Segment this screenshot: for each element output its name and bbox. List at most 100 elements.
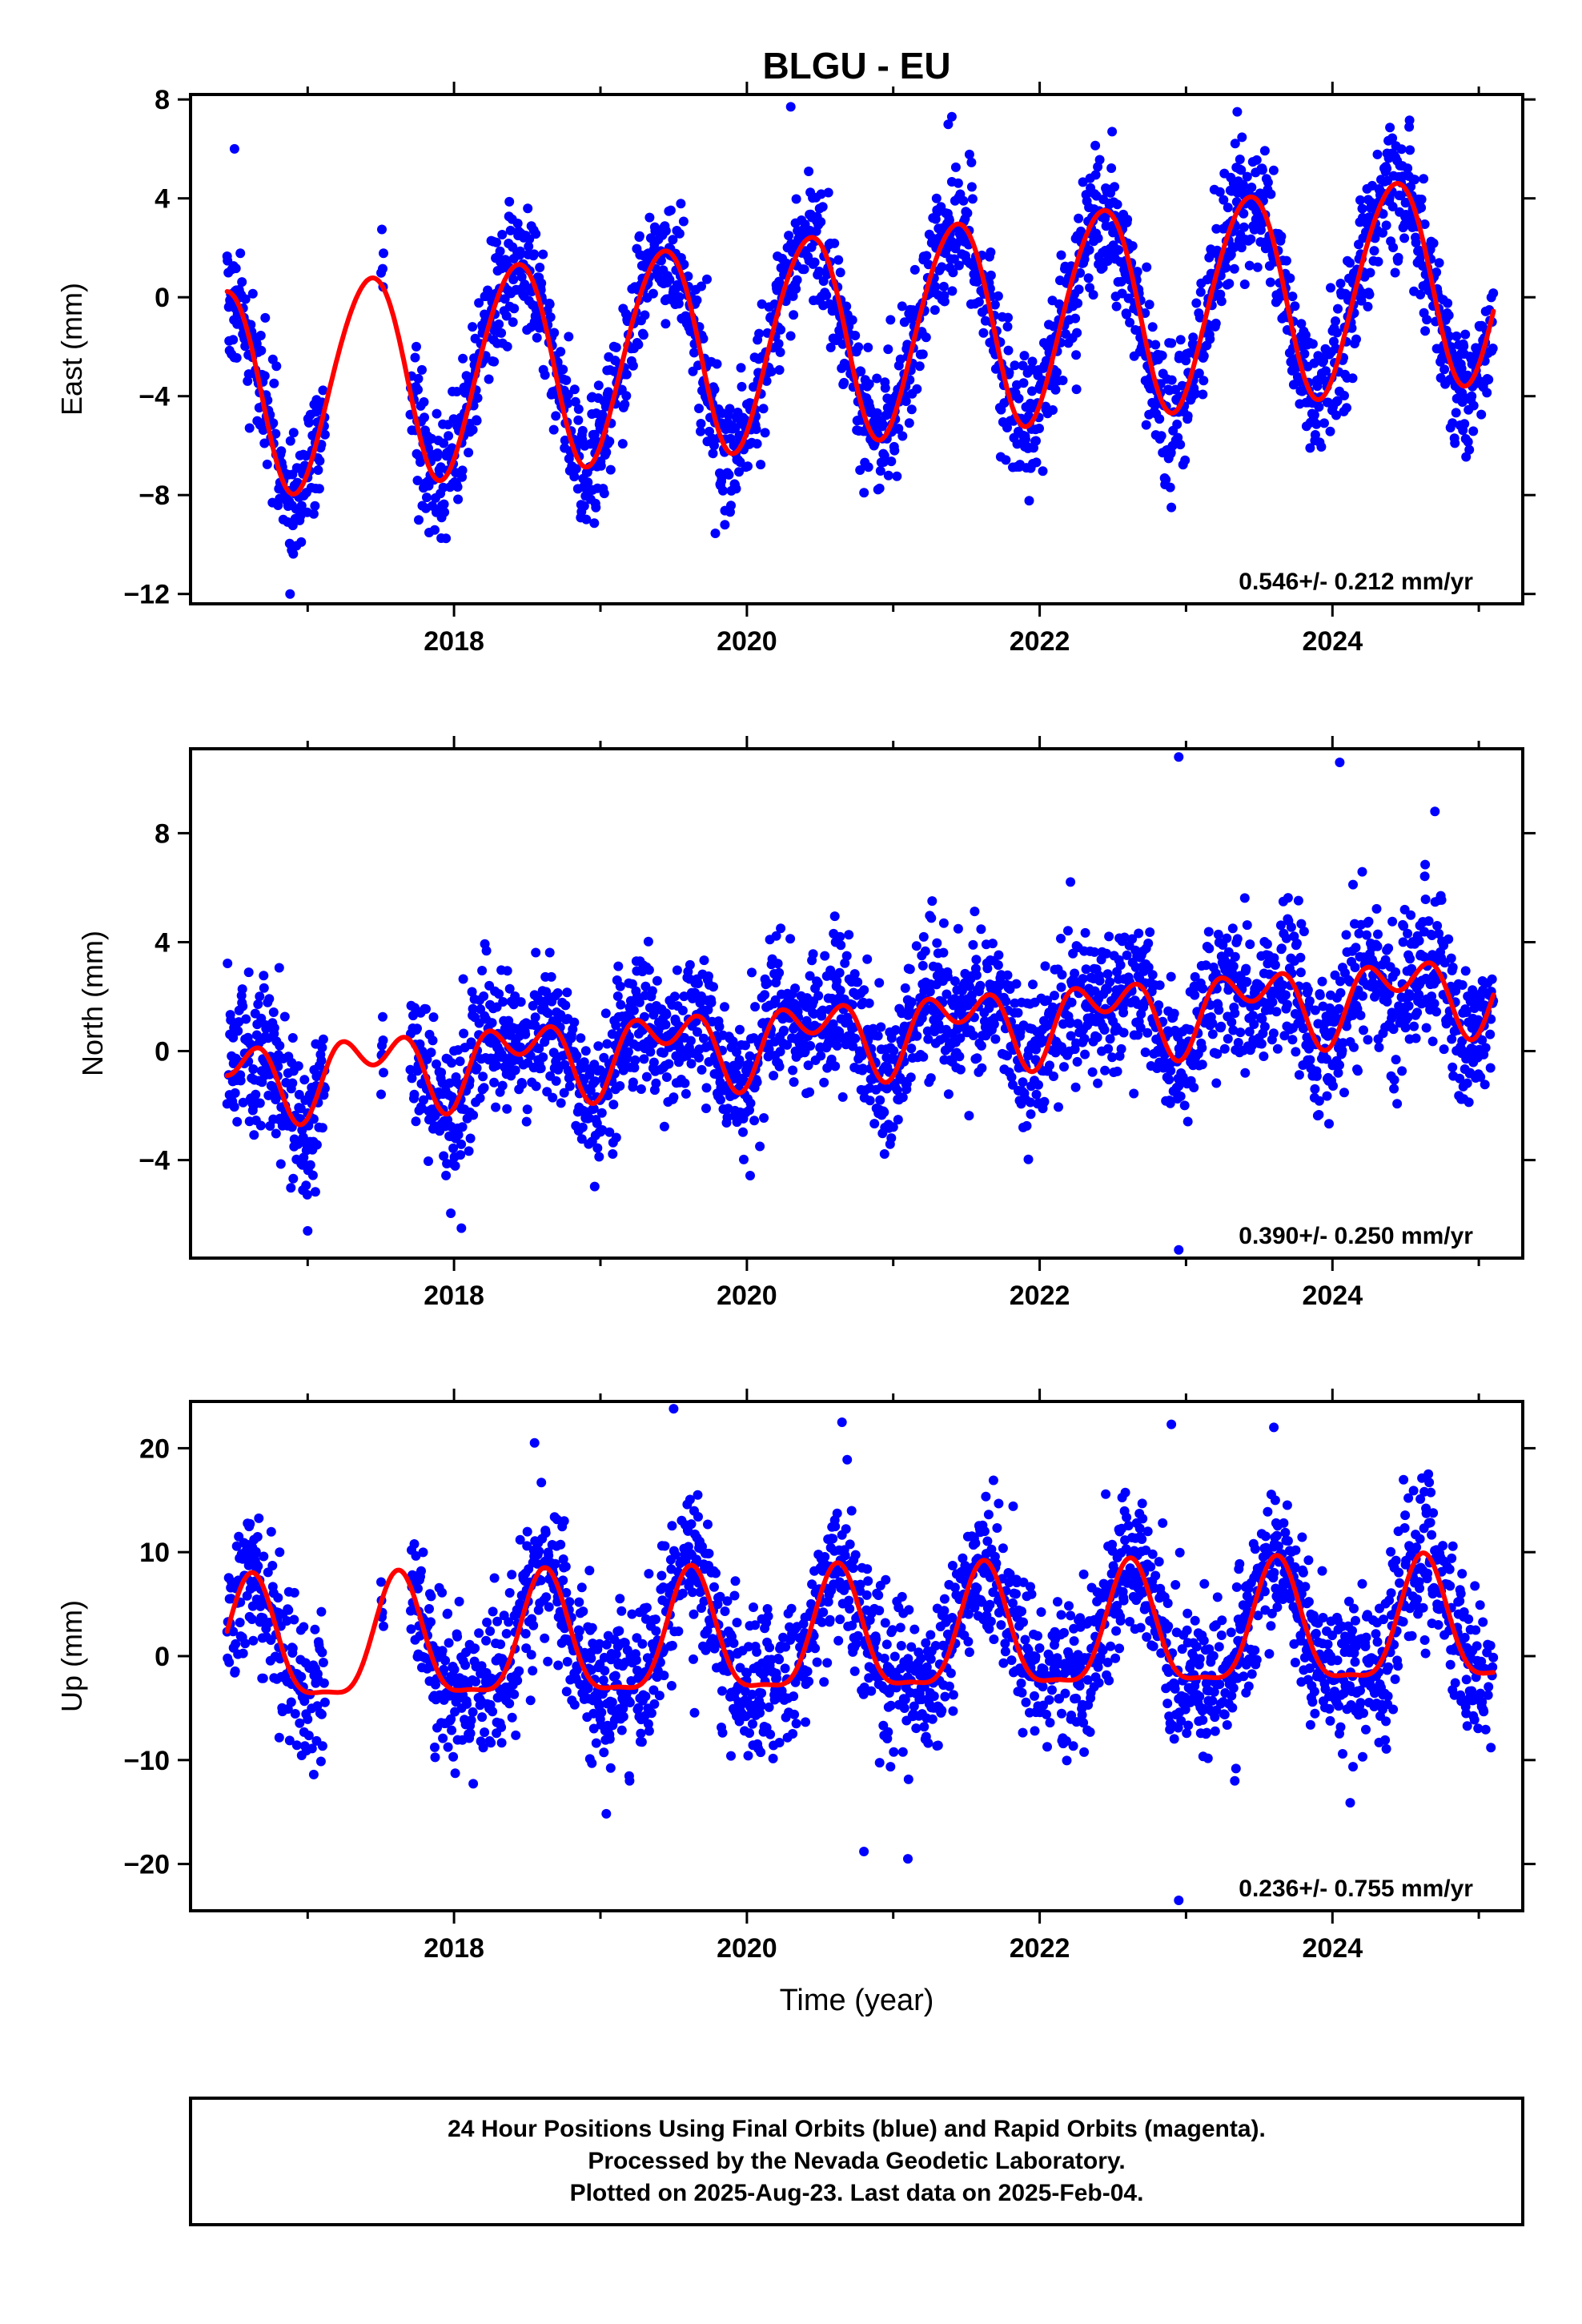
data-point [288,428,299,438]
data-point [816,189,826,199]
data-point [1259,1051,1269,1061]
data-point [378,1011,387,1022]
data-point [421,1004,431,1014]
data-point [1105,977,1115,987]
data-point [495,246,505,256]
data-point [286,1183,296,1193]
y-tick-label: −8 [139,480,170,511]
data-point [1172,419,1182,429]
data-point [437,1078,448,1088]
data-point [813,991,824,1001]
data-point [544,300,555,309]
data-point [1280,990,1291,1000]
data-point [958,195,969,206]
data-point [759,1113,769,1123]
data-point [1018,1077,1028,1088]
data-point [1018,360,1028,371]
data-point [268,418,279,428]
data-point [741,1040,750,1051]
data-point [1447,963,1458,972]
data-point [809,257,820,267]
data-point [237,277,247,287]
y-tick-label: 0 [155,1037,170,1068]
data-point [1398,937,1408,947]
data-point [1488,344,1498,353]
data-point [481,946,492,956]
data-point [1455,1073,1465,1084]
data-point [1070,968,1080,979]
data-point [1429,999,1439,1009]
data-point [816,1051,826,1061]
data-point [853,342,864,352]
data-point [1056,934,1066,943]
data-point [1432,921,1443,931]
data-point [487,1018,497,1028]
data-point [1107,1052,1118,1063]
data-point [953,923,963,934]
data-point [685,959,695,970]
data-point [1272,1043,1283,1054]
data-point [1295,967,1306,978]
data-point [255,331,266,340]
data-point [716,1095,725,1105]
data-point [1203,927,1214,937]
data-point [240,1638,251,1649]
data-point [1205,1000,1215,1010]
data-point [1411,238,1421,247]
data-point [258,1673,268,1683]
data-point [494,989,504,999]
data-point [672,965,682,975]
data-point [1391,967,1401,977]
data-point [453,494,464,505]
data-point [494,319,504,329]
data-point [233,1026,243,1036]
data-point [1099,1025,1110,1035]
data-point [770,995,781,1005]
data-point [752,1077,762,1088]
data-point [1387,202,1398,211]
data-point [276,446,287,456]
data-point [510,991,520,1001]
data-point [1066,877,1076,887]
data-point [712,359,722,369]
data-point [674,228,685,239]
data-point [318,1034,328,1044]
data-point [288,549,299,559]
data-point [785,934,796,944]
data-point [734,1055,745,1065]
data-point [1236,243,1247,253]
data-point [436,1068,447,1078]
data-point [573,415,584,425]
data-point [725,404,735,414]
data-point [226,1015,236,1025]
data-point [256,345,267,356]
data-point [829,238,840,248]
data-point [1276,943,1287,954]
data-point [1321,366,1331,376]
data-point [1049,1072,1058,1081]
data-point [1190,971,1200,982]
data-point [1105,1034,1115,1044]
data-point [472,1063,482,1073]
data-point [1335,976,1345,987]
data-point [1048,405,1058,415]
data-point [489,356,500,367]
data-point [262,459,272,469]
data-point [1195,287,1206,297]
data-point [285,436,295,446]
data-point [1236,165,1247,175]
data-point [1353,1066,1363,1076]
data-point [942,971,953,982]
data-point [1281,255,1291,266]
data-point [926,913,937,923]
data-point [235,1618,245,1627]
data-point [1092,1032,1102,1043]
data-point [832,976,842,986]
data-point [1464,1097,1474,1108]
data-point [1072,328,1082,338]
data-point [737,381,747,392]
data-point [1023,1154,1034,1164]
data-point [1314,1110,1324,1120]
data-point [954,260,964,271]
data-point [1191,388,1201,399]
